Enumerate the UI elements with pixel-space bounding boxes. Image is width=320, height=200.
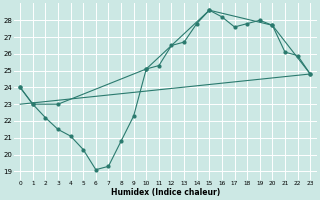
X-axis label: Humidex (Indice chaleur): Humidex (Indice chaleur) [111, 188, 220, 197]
